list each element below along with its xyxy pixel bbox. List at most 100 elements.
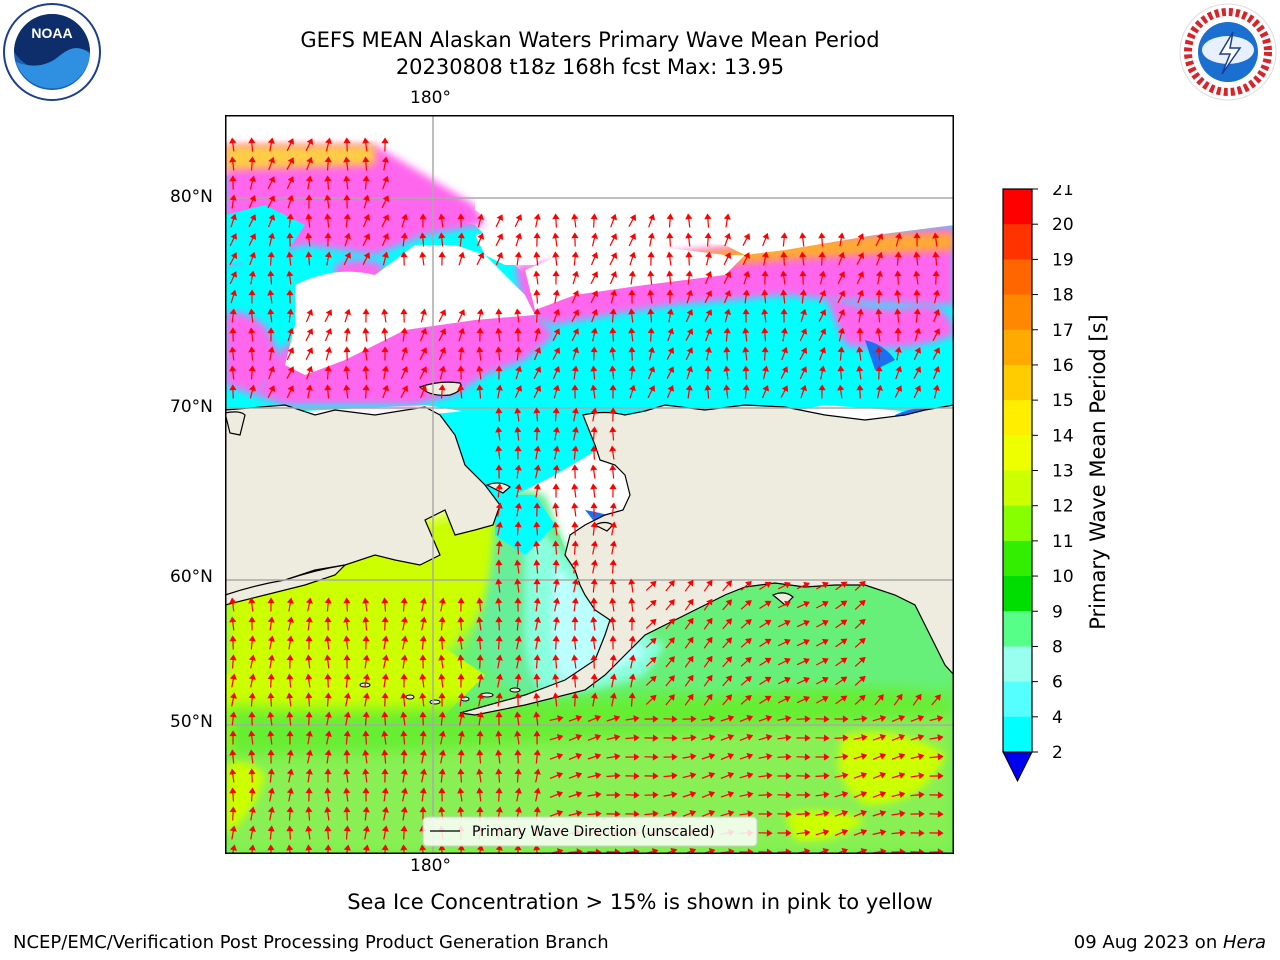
wave-arrow (628, 578, 636, 593)
wave-arrow (891, 733, 906, 741)
colorbar-segment (1003, 716, 1032, 753)
wave-arrow (834, 753, 849, 761)
wave-arrow (703, 598, 713, 611)
wave-arrow (381, 365, 389, 380)
wave-arrow (913, 232, 921, 247)
wave-arrow (343, 768, 351, 783)
wave-arrow (362, 654, 370, 669)
wave-arrow (324, 806, 332, 821)
wave-arrow (799, 366, 808, 380)
wave-arrow (780, 308, 788, 323)
wave-arrow (248, 346, 256, 361)
wave-arrow (780, 251, 788, 266)
wave-arrow (362, 346, 370, 361)
wave-arrow (815, 753, 830, 761)
wave-arrow (609, 233, 618, 247)
wave-arrow (477, 213, 484, 228)
wave-arrow (837, 384, 845, 399)
wave-arrow (932, 232, 940, 247)
wave-arrow (495, 327, 503, 342)
wave-arrow (381, 673, 389, 688)
wave-arrow (590, 616, 598, 631)
wave-arrow (667, 327, 675, 342)
wave-arrow (286, 844, 294, 854)
wave-arrow (552, 328, 561, 342)
wave-arrow (514, 483, 522, 498)
wave-arrow (343, 844, 351, 854)
wave-arrow (400, 616, 408, 631)
wave-arrow (305, 232, 313, 247)
wave-arrow (476, 232, 485, 247)
wave-arrow (419, 730, 427, 745)
wave-arrow (229, 825, 237, 840)
wave-arrow (515, 232, 522, 247)
chart-subtitle: 20230808 t18z 168h fcst Max: 13.95 (395, 55, 785, 79)
colorbar-tick-label: 8 (1052, 637, 1063, 657)
wave-arrow (644, 772, 659, 780)
wave-arrow (267, 327, 275, 342)
wave-arrow (609, 308, 617, 323)
wave-arrow (816, 695, 829, 704)
wave-arrow (590, 578, 598, 593)
wave-arrow (362, 327, 370, 342)
wave-arrow (739, 752, 754, 760)
wave-arrow (495, 521, 503, 536)
wave-arrow (438, 787, 446, 802)
wave-arrow (419, 347, 428, 361)
wave-arrow (381, 806, 389, 821)
colorbar-tick-label: 16 (1052, 356, 1074, 376)
wave-arrow (705, 327, 712, 342)
wave-arrow (514, 346, 522, 361)
wave-arrow (780, 366, 788, 380)
wave-arrow (533, 289, 541, 304)
wave-arrow (476, 327, 484, 342)
colorbar-segment (1003, 611, 1032, 647)
wave-arrow (856, 271, 865, 285)
wave-arrow (628, 597, 636, 612)
wave-arrow (362, 730, 370, 745)
wave-arrow (533, 635, 541, 650)
wave-arrow (722, 694, 733, 706)
wave-arrow (665, 694, 675, 706)
wave-arrow (458, 327, 465, 342)
wave-arrow (587, 734, 602, 741)
wave-arrow (305, 251, 313, 266)
wave-arrow (552, 213, 560, 228)
wave-arrow (248, 365, 256, 380)
wave-arrow (571, 290, 580, 304)
wave-arrow (759, 581, 772, 591)
wave-arrow (590, 327, 598, 342)
wave-arrow (780, 385, 789, 398)
wave-arrow (533, 213, 541, 228)
wave-arrow (704, 232, 712, 247)
wave-arrow (267, 616, 275, 631)
wave-arrow (780, 327, 788, 342)
wave-arrow (552, 445, 560, 460)
wave-arrow (267, 137, 275, 152)
wave-arrow (816, 638, 829, 647)
wave-arrow (682, 810, 697, 817)
wave-arrow (875, 270, 883, 285)
wave-arrow (362, 673, 370, 688)
wave-arrow (837, 309, 846, 323)
wave-arrow (894, 308, 902, 323)
wave-arrow (609, 635, 617, 650)
wave-arrow (495, 787, 503, 802)
wave-arrow (248, 787, 256, 802)
wave-arrow (835, 619, 848, 629)
wave-arrow (742, 365, 750, 380)
wave-arrow (796, 753, 811, 761)
land-siberia (225, 404, 501, 596)
wave-arrow (913, 270, 921, 285)
wave-arrow (267, 730, 275, 745)
wave-arrow (267, 711, 275, 726)
wave-arrow (549, 810, 564, 817)
wave-arrow (571, 232, 579, 247)
wave-arrow (701, 752, 716, 760)
wave-arrow (666, 213, 674, 228)
wave-arrow (267, 289, 275, 304)
wave-arrow (816, 600, 829, 609)
wave-arrow (267, 806, 275, 821)
wave-arrow (514, 844, 522, 854)
wave-arrow (381, 749, 389, 764)
